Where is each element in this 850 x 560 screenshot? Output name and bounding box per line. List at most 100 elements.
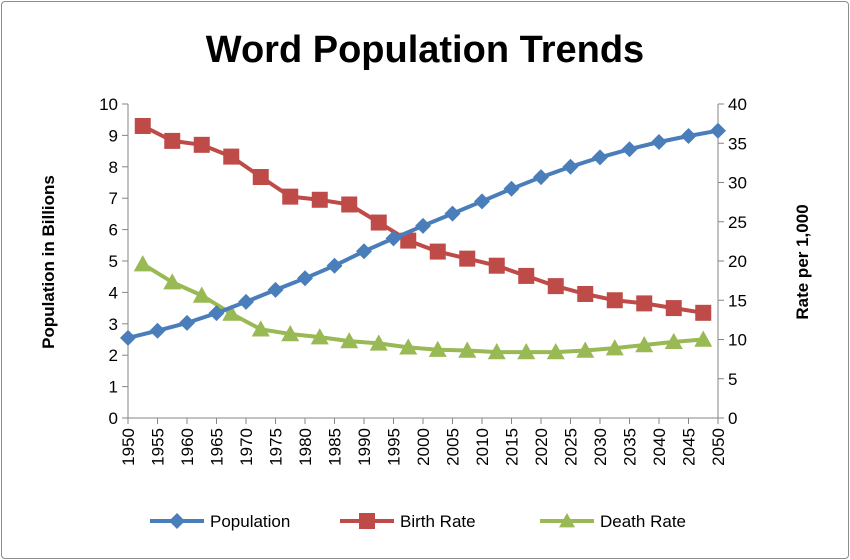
x-tick-label: 2050 (709, 428, 728, 466)
legend-marker (559, 513, 575, 528)
birth-rate-point (252, 169, 269, 186)
x-tick-label: 1970 (237, 428, 256, 466)
right-tick-label: 10 (728, 331, 747, 350)
population-point (533, 169, 549, 186)
population-point (474, 193, 490, 210)
death-rate-point (281, 325, 300, 342)
x-tick-label: 1955 (149, 428, 168, 466)
population-point (710, 122, 726, 139)
left-tick-label: 10 (99, 95, 118, 114)
x-tick-label: 2025 (562, 428, 581, 466)
legend-label: Death Rate (600, 512, 686, 531)
right-tick-label: 15 (728, 291, 747, 310)
population-point (297, 270, 313, 287)
death-rate-point (635, 335, 654, 353)
death-rate-point (369, 334, 388, 351)
population-point (385, 230, 402, 247)
death-rate-point (310, 328, 329, 345)
death-rate-series (133, 255, 713, 360)
x-tick-label: 1965 (208, 428, 227, 466)
birth-rate-point (164, 132, 181, 149)
birth-rate-point (695, 304, 712, 321)
death-rate-point (664, 332, 683, 350)
population-point (238, 293, 254, 310)
left-tick-label: 6 (109, 221, 118, 240)
birth-rate-point (606, 292, 623, 309)
death-rate-point (605, 339, 624, 356)
death-rate-point (192, 286, 211, 303)
birth-rate-point (223, 148, 240, 165)
death-rate-point (517, 343, 536, 360)
x-tick-label: 2035 (621, 428, 640, 466)
death-rate-point (546, 343, 565, 360)
x-tick-label: 2040 (650, 428, 669, 466)
birth-rate-point (134, 117, 151, 134)
chart-title: Word Population Trends (206, 29, 644, 71)
right-tick-label: 5 (728, 370, 737, 389)
death-rate-point (163, 273, 182, 290)
birth-rate-point (282, 188, 299, 205)
death-rate-point (251, 320, 270, 337)
population-point (356, 243, 372, 260)
right-tick-label: 30 (728, 174, 747, 193)
left-tick-label: 2 (109, 346, 118, 365)
population-point (208, 305, 225, 322)
x-tick-label: 2000 (414, 428, 433, 466)
birth-rate-point (311, 191, 328, 208)
population-point (503, 180, 520, 197)
birth-rate-point (429, 243, 446, 260)
birth-rate-point (370, 214, 387, 231)
x-tick-label: 2045 (680, 428, 699, 466)
series-layer (120, 117, 726, 360)
legend-label: Population (210, 512, 290, 531)
left-tick-label: 4 (109, 283, 118, 302)
left-axis-title: Population in Billions (39, 175, 58, 349)
x-tick-label: 1975 (267, 428, 286, 466)
death-rate-point (133, 255, 152, 272)
population-point (621, 141, 638, 158)
legend-marker (359, 513, 375, 529)
death-rate-point (222, 304, 241, 321)
x-tick-label: 2020 (532, 428, 551, 466)
legend-item-birth-rate: Birth Rate (340, 512, 476, 531)
legend-item-death-rate: Death Rate (540, 512, 686, 531)
birth-rate-point (665, 300, 682, 317)
x-tick-label: 1980 (296, 428, 315, 466)
death-rate-point (694, 330, 713, 347)
legend: Population Birth Rate Death Rate (150, 512, 686, 531)
birth-rate-point (341, 196, 358, 213)
population-point (651, 133, 667, 150)
left-tick-label: 5 (109, 252, 118, 271)
birth-rate-point (636, 295, 653, 312)
left-tick-label: 1 (109, 378, 118, 397)
right-tick-label: 25 (728, 213, 747, 232)
population-point (680, 128, 697, 145)
population-series (120, 122, 726, 346)
x-tick-label: 1985 (326, 428, 345, 466)
birth-rate-point (488, 257, 505, 274)
death-rate-point (576, 341, 595, 358)
legend-label: Birth Rate (400, 512, 476, 531)
birth-rate-series (134, 117, 712, 321)
birth-rate-point (400, 232, 417, 249)
birth-rate-point (518, 267, 535, 284)
population-point (562, 158, 579, 175)
x-tick-label: 1950 (119, 428, 138, 466)
legend-item-population: Population (150, 512, 290, 531)
population-point (267, 281, 284, 298)
population-point (444, 205, 461, 222)
birth-rate-point (577, 285, 594, 302)
left-tick-label: 7 (109, 189, 118, 208)
birth-rate-point (459, 250, 476, 267)
left-tick-label: 0 (109, 409, 118, 428)
death-rate-point (458, 341, 477, 358)
x-tick-label: 2015 (503, 428, 522, 466)
right-tick-label: 35 (728, 134, 747, 153)
x-tick-label: 2010 (473, 428, 492, 466)
left-tick-label: 3 (109, 315, 118, 334)
right-tick-label: 20 (728, 252, 747, 271)
population-point (415, 217, 431, 234)
